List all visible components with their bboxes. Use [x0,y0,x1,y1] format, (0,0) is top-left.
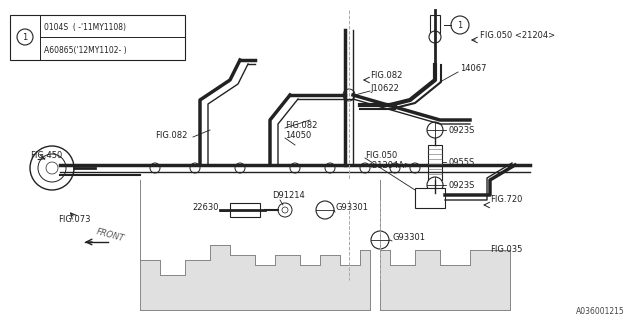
Circle shape [282,207,288,213]
Circle shape [30,146,74,190]
Text: FIG.082: FIG.082 [285,121,317,130]
Text: A60865('12MY1102- ): A60865('12MY1102- ) [44,45,127,54]
Circle shape [235,163,245,173]
Bar [430,15,440,33]
Circle shape [360,163,370,173]
Text: 0923S: 0923S [448,180,474,189]
Circle shape [150,163,160,173]
Circle shape [427,177,443,193]
Circle shape [429,31,441,43]
Circle shape [190,163,200,173]
Bar [415,188,445,208]
Text: FIG.073: FIG.073 [58,215,90,225]
Circle shape [278,203,292,217]
Circle shape [427,122,443,138]
Text: 0955S: 0955S [448,157,474,166]
Circle shape [451,16,469,34]
Circle shape [46,162,58,174]
Circle shape [343,89,355,101]
Text: FRONT: FRONT [95,227,125,243]
Text: G93301: G93301 [335,204,368,212]
Text: FIG.082: FIG.082 [155,131,188,140]
Polygon shape [380,180,510,310]
Text: 14067: 14067 [460,63,486,73]
Text: 0923S: 0923S [448,125,474,134]
Text: FIG.082: FIG.082 [370,70,403,79]
Text: FIG.450: FIG.450 [30,150,62,159]
Text: J10622: J10622 [370,84,399,92]
Bar [230,203,260,217]
Circle shape [17,29,33,45]
Text: 0104S  ( -'11MY1108): 0104S ( -'11MY1108) [44,22,126,31]
Text: 14050: 14050 [285,131,311,140]
Circle shape [371,231,389,249]
Circle shape [316,201,334,219]
Text: G93301: G93301 [392,233,425,242]
Text: <21204A>: <21204A> [365,161,411,170]
Text: FIG.035: FIG.035 [490,245,522,254]
Text: 22630: 22630 [192,204,218,212]
Circle shape [390,163,400,173]
Text: FIG.720: FIG.720 [490,196,522,204]
Text: A036001215: A036001215 [576,308,625,316]
Bar [10,15,185,60]
Text: 1: 1 [458,20,463,29]
Circle shape [325,163,335,173]
Text: FIG.050: FIG.050 [365,150,397,159]
Polygon shape [140,180,370,310]
Text: 1: 1 [22,33,28,42]
Circle shape [38,154,66,182]
Circle shape [290,163,300,173]
Text: FIG.050 <21204>: FIG.050 <21204> [480,30,555,39]
Bar [428,145,442,180]
Circle shape [410,163,420,173]
Text: D91214: D91214 [272,191,305,201]
